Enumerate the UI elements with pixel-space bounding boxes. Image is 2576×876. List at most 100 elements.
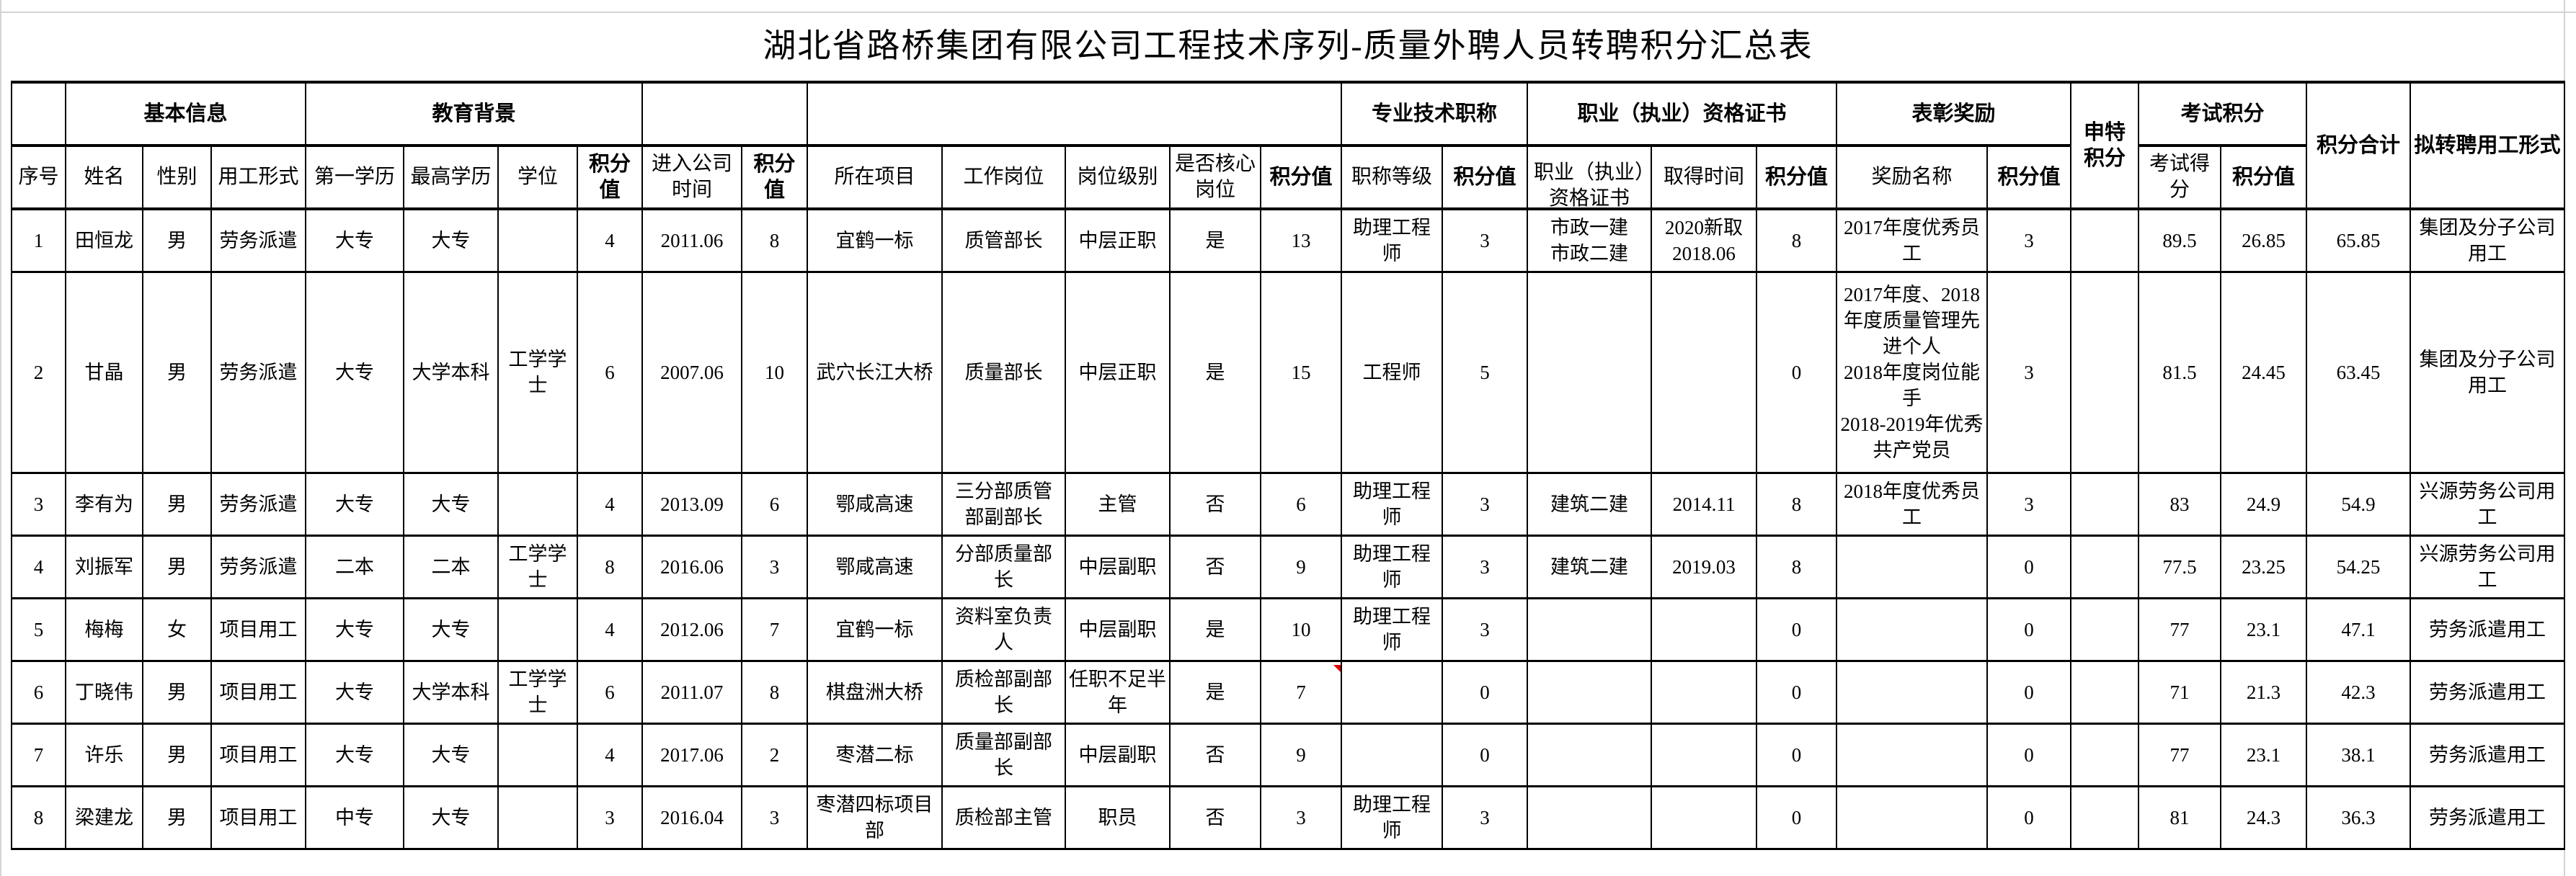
table-cell[interactable]: 9 <box>1260 535 1342 599</box>
table-cell[interactable]: 助理工程师 <box>1341 208 1443 273</box>
column-header[interactable]: 第一学历 <box>305 145 404 210</box>
column-header[interactable]: 取得时间 <box>1651 145 1757 210</box>
table-cell[interactable]: 5 <box>11 597 66 662</box>
header-awards[interactable]: 表彰奖励 <box>1836 81 2071 147</box>
table-cell[interactable] <box>1651 597 1757 662</box>
table-cell[interactable]: 8 <box>741 660 808 725</box>
column-header[interactable]: 积分值 <box>1756 145 1837 210</box>
column-header[interactable]: 姓名 <box>65 145 143 210</box>
table-cell[interactable]: 大专 <box>305 723 404 787</box>
table-cell[interactable]: 3 <box>1442 535 1528 599</box>
header-blank[interactable] <box>641 81 808 147</box>
table-cell[interactable]: 8 <box>1756 208 1837 273</box>
table-cell[interactable]: 大专 <box>403 472 499 537</box>
table-cell[interactable]: 中层副职 <box>1065 723 1171 787</box>
table-cell[interactable]: 54.9 <box>2306 472 2411 537</box>
table-cell[interactable]: 4 <box>577 472 643 537</box>
table-cell[interactable]: 23.1 <box>2220 723 2307 787</box>
table-cell[interactable]: 大学本科 <box>403 660 499 725</box>
table-cell[interactable]: 21.3 <box>2220 660 2307 725</box>
table-cell[interactable]: 李有为 <box>65 472 143 537</box>
table-cell[interactable]: 任职不足半年 <box>1065 660 1171 725</box>
table-cell[interactable]: 否 <box>1169 535 1261 599</box>
table-cell[interactable]: 36.3 <box>2306 785 2411 850</box>
table-cell[interactable]: 6 <box>577 660 643 725</box>
table-cell[interactable]: 大专 <box>403 723 499 787</box>
table-cell[interactable]: 4 <box>577 723 643 787</box>
table-cell[interactable]: 中层副职 <box>1065 597 1171 662</box>
table-cell[interactable]: 助理工程师 <box>1341 785 1443 850</box>
table-cell[interactable]: 鄂咸高速 <box>807 535 943 599</box>
table-cell[interactable] <box>1651 785 1757 850</box>
header-special-points[interactable]: 申特积分 <box>2070 81 2139 210</box>
table-cell[interactable]: 男 <box>142 472 212 537</box>
table-cell[interactable]: 男 <box>142 271 212 474</box>
table-cell[interactable]: 81.5 <box>2138 271 2221 474</box>
table-cell[interactable]: 77 <box>2138 723 2221 787</box>
table-cell[interactable]: 71 <box>2138 660 2221 725</box>
header-certificate[interactable]: 职业（执业）资格证书 <box>1527 81 1837 147</box>
table-cell[interactable]: 劳务派遣用工 <box>2410 785 2565 850</box>
table-cell[interactable]: 3 <box>1442 208 1528 273</box>
table-cell[interactable] <box>2070 472 2139 537</box>
column-header[interactable]: 积分值 <box>1442 145 1528 210</box>
header-professional-title[interactable]: 专业技术职称 <box>1341 81 1528 147</box>
table-cell[interactable]: 工学学士 <box>497 271 578 474</box>
column-header[interactable]: 是否核心岗位 <box>1169 145 1261 210</box>
table-cell[interactable]: 0 <box>1442 660 1528 725</box>
table-cell[interactable]: 刘振军 <box>65 535 143 599</box>
table-cell[interactable]: 鄂咸高速 <box>807 472 943 537</box>
table-cell[interactable]: 中层正职 <box>1065 208 1171 273</box>
table-cell[interactable]: 2011.07 <box>641 660 742 725</box>
table-cell[interactable]: 男 <box>142 723 212 787</box>
table-cell[interactable] <box>2070 723 2139 787</box>
table-cell[interactable]: 项目用工 <box>210 660 306 725</box>
table-cell[interactable]: 分部质量部长 <box>941 535 1066 599</box>
table-cell[interactable]: 中专 <box>305 785 404 850</box>
header-education[interactable]: 教育背景 <box>305 81 643 147</box>
table-cell[interactable] <box>2070 208 2139 273</box>
table-cell[interactable]: 23.1 <box>2220 597 2307 662</box>
column-header[interactable]: 性别 <box>142 145 212 210</box>
table-cell[interactable] <box>1527 723 1652 787</box>
table-cell[interactable]: 2020新取 2018.06 <box>1651 208 1757 273</box>
column-header[interactable]: 积分值 <box>741 145 808 210</box>
table-cell[interactable]: 8 <box>1756 535 1837 599</box>
table-cell[interactable]: 劳务派遣 <box>210 208 306 273</box>
table-cell[interactable]: 劳务派遣用工 <box>2410 723 2565 787</box>
table-cell[interactable]: 助理工程师 <box>1341 472 1443 537</box>
column-header[interactable]: 考试得分 <box>2138 145 2221 210</box>
table-cell[interactable]: 0 <box>1442 723 1528 787</box>
table-cell[interactable]: 是 <box>1169 660 1261 725</box>
table-cell[interactable]: 男 <box>142 208 212 273</box>
table-cell[interactable]: 83 <box>2138 472 2221 537</box>
table-cell[interactable]: 0 <box>1986 660 2071 725</box>
table-cell[interactable] <box>497 785 578 850</box>
table-cell[interactable]: 田恒龙 <box>65 208 143 273</box>
table-cell[interactable]: 4 <box>577 208 643 273</box>
table-cell[interactable]: 2017年度优秀员工 <box>1836 208 1988 273</box>
table-cell[interactable]: 项目用工 <box>210 723 306 787</box>
table-cell[interactable]: 8 <box>11 785 66 850</box>
table-cell[interactable]: 7 <box>741 597 808 662</box>
header-basic-info[interactable]: 基本信息 <box>65 81 306 147</box>
table-cell[interactable]: 助理工程师 <box>1341 535 1443 599</box>
table-cell[interactable]: 职员 <box>1065 785 1171 850</box>
table-cell[interactable]: 2 <box>11 271 66 474</box>
table-cell[interactable]: 大专 <box>305 660 404 725</box>
table-cell[interactable]: 7 <box>11 723 66 787</box>
table-cell[interactable] <box>1651 271 1757 474</box>
table-cell[interactable]: 枣潜二标 <box>807 723 943 787</box>
column-header[interactable]: 用工形式 <box>210 145 306 210</box>
table-cell[interactable] <box>497 208 578 273</box>
table-cell[interactable]: 8 <box>741 208 808 273</box>
column-header[interactable]: 积分值 <box>1260 145 1342 210</box>
table-cell[interactable]: 26.85 <box>2220 208 2307 273</box>
column-header[interactable]: 进入公司时间 <box>641 145 742 210</box>
table-cell[interactable] <box>1651 723 1757 787</box>
column-header[interactable]: 积分值 <box>577 145 643 210</box>
table-cell[interactable] <box>1836 785 1988 850</box>
table-cell[interactable]: 大专 <box>305 208 404 273</box>
table-cell[interactable]: 13 <box>1260 208 1342 273</box>
table-cell[interactable] <box>497 597 578 662</box>
